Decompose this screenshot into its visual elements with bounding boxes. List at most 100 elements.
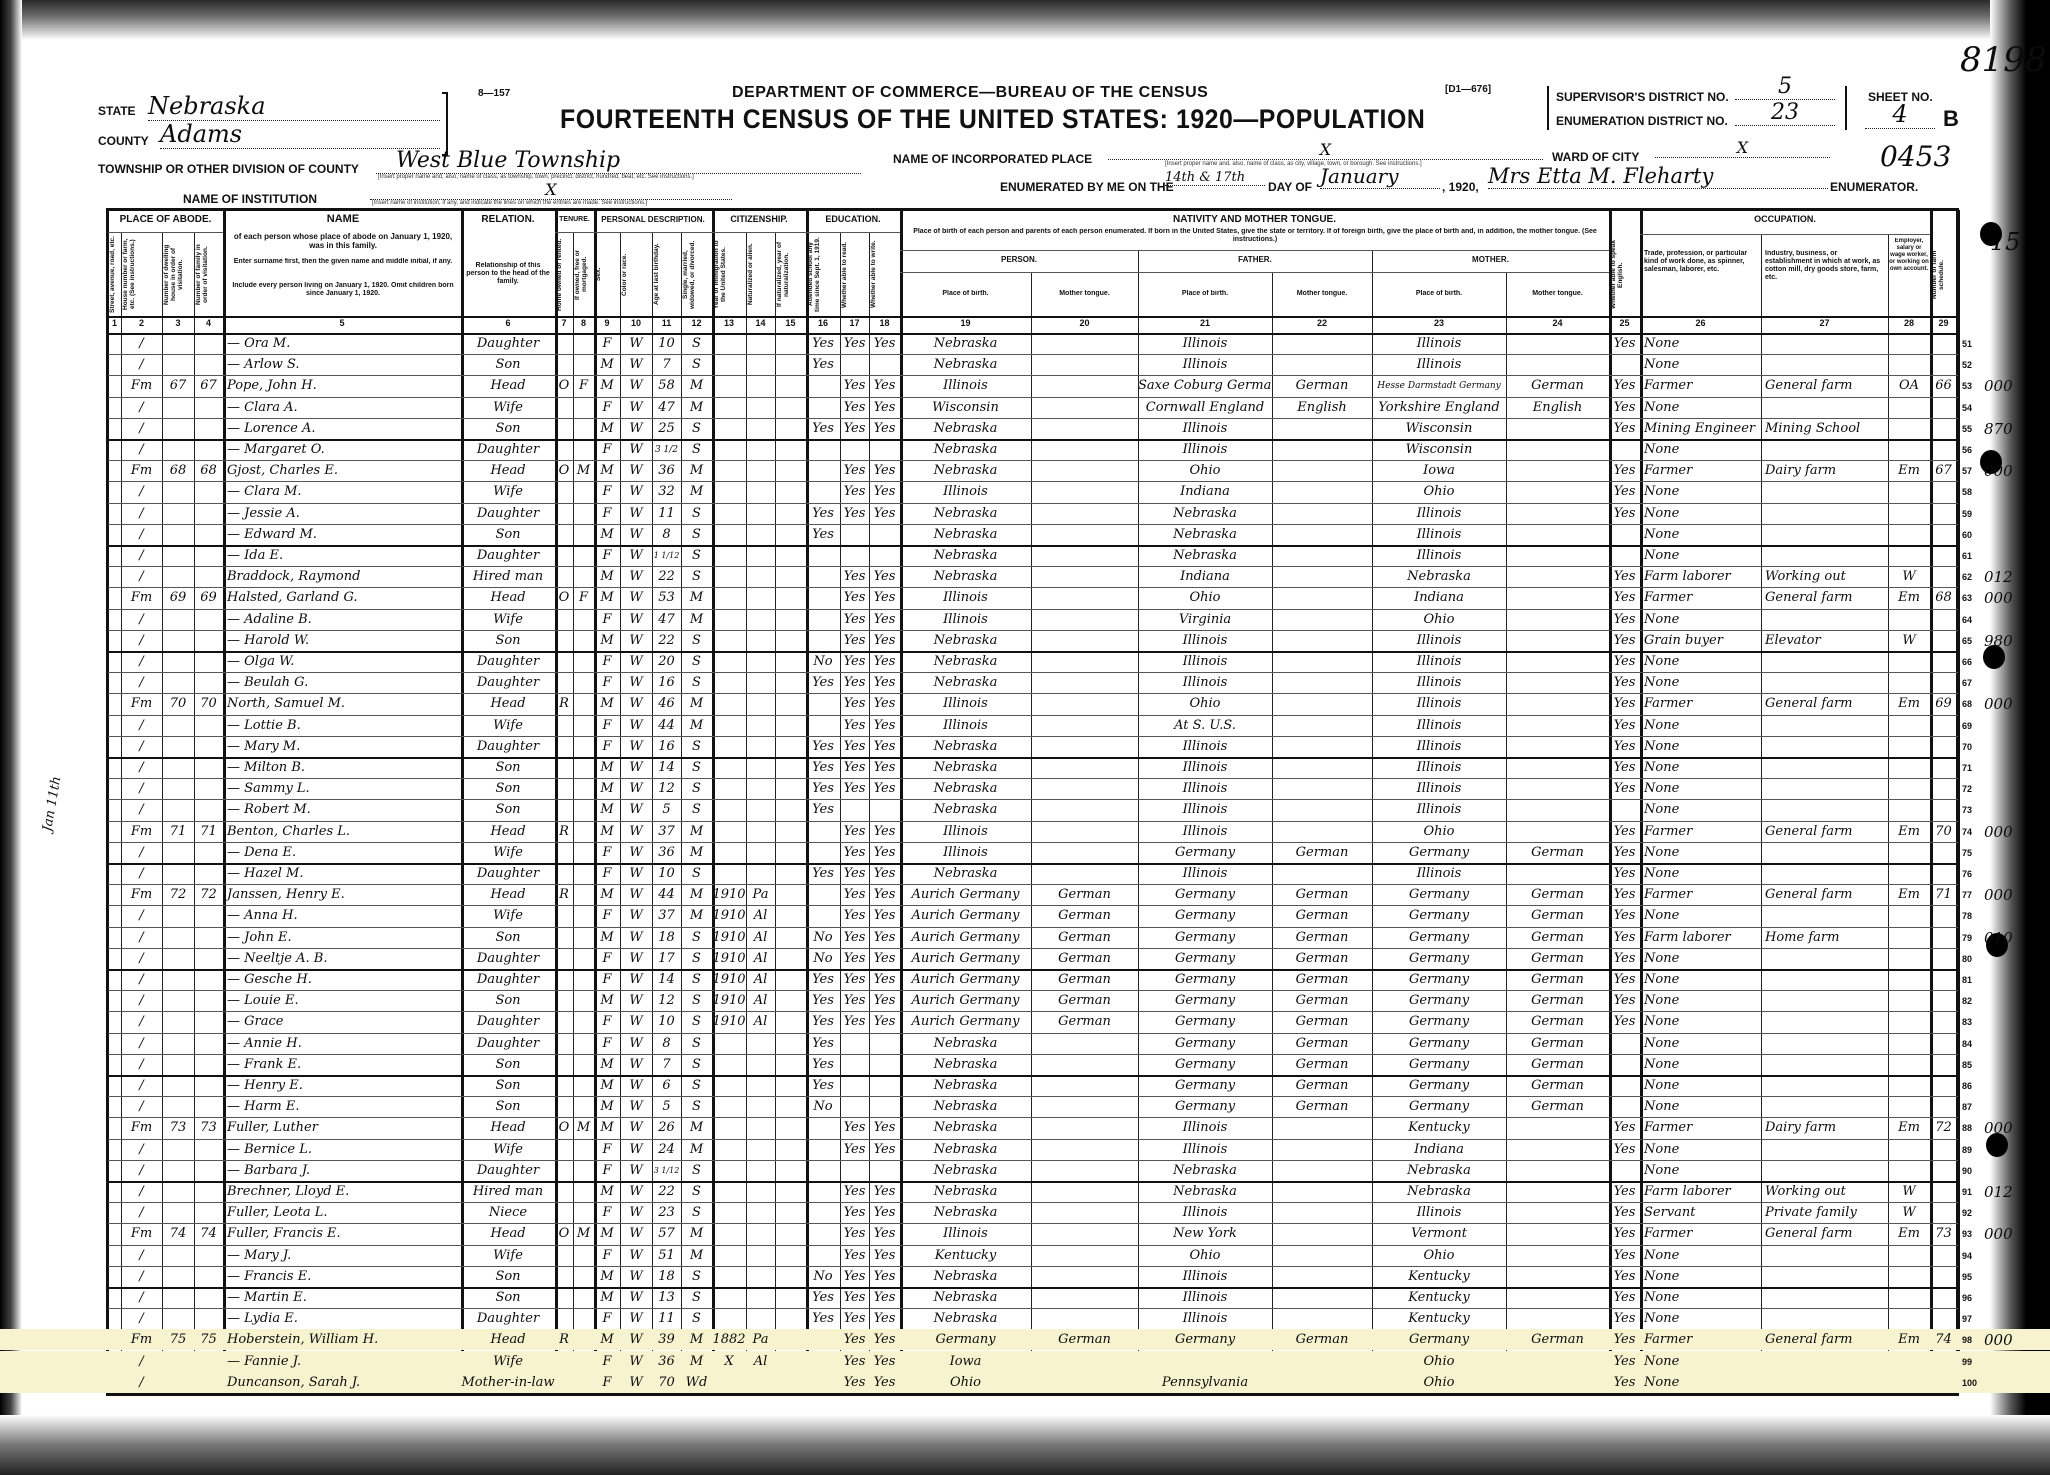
cell-marital-status: S bbox=[692, 654, 701, 669]
cell-father-tongue bbox=[1272, 1202, 1372, 1223]
cell-can-write: Yes bbox=[873, 336, 896, 351]
cell-name: — Anna H. bbox=[227, 908, 298, 924]
cell-mother-birthplace: Germany bbox=[1408, 1014, 1470, 1030]
cell-father-birthplace: Ohio bbox=[1189, 590, 1221, 606]
cell-father-birthplace: Illinois bbox=[1182, 654, 1228, 669]
cell-employment-class bbox=[1888, 609, 1930, 630]
margin-code: 000 bbox=[1984, 589, 2013, 608]
cell-name: — Neeltje A. B. bbox=[227, 950, 328, 966]
cell-naturalized bbox=[746, 1181, 775, 1202]
cell-race: W bbox=[629, 1120, 643, 1136]
column-number: 6 bbox=[505, 318, 511, 328]
cell-name: — Sammy L. bbox=[227, 781, 310, 797]
table-row: / — John E. Son M W 18 S 1910 Al No Yes Yes Aurich G… bbox=[0, 927, 2050, 948]
cell-naturalization-year bbox=[775, 1011, 806, 1032]
cell-speaks-english: Yes bbox=[1613, 1120, 1636, 1136]
cell-occupation: None bbox=[1644, 1290, 1680, 1305]
cell-mother-tongue bbox=[1031, 715, 1138, 736]
cell-mortgage bbox=[573, 418, 594, 439]
cell-age: 17 bbox=[658, 950, 675, 966]
cell-mother-tongue bbox=[1031, 1139, 1138, 1160]
cell-dwelling-number bbox=[162, 566, 194, 587]
margin-code: 000 bbox=[1984, 886, 2013, 905]
cell-can-read: Yes bbox=[843, 950, 866, 966]
cell-immigration-year: 1910 bbox=[712, 1014, 746, 1030]
cell-father-birthplace: At S. U.S. bbox=[1174, 717, 1236, 733]
cell-mortgage bbox=[573, 503, 594, 524]
cell-attended-school: Yes bbox=[812, 1311, 834, 1327]
cell-immigration-year bbox=[712, 778, 746, 799]
cell-can-read: Yes bbox=[843, 1290, 866, 1305]
cell-can-write: Yes bbox=[873, 675, 896, 691]
cell-race: W bbox=[629, 378, 643, 394]
table-row: / — Neeltje A. B. Daughter F W 17 S 1910 Al No Yes… bbox=[0, 948, 2050, 969]
cell-dwelling-number bbox=[162, 1287, 194, 1308]
cell-mother-birthplace: Illinois bbox=[1416, 675, 1462, 691]
cell-mortgage: F bbox=[578, 590, 589, 606]
column-number: 22 bbox=[1316, 318, 1327, 328]
cell-mother-tongue bbox=[1031, 1202, 1138, 1223]
cell-sex: F bbox=[602, 1311, 612, 1327]
cell-marital-status: S bbox=[692, 1035, 701, 1051]
cell-relation: Daughter bbox=[476, 675, 540, 691]
cell-mortgage bbox=[573, 863, 594, 884]
line-number: 67 bbox=[1962, 678, 1973, 689]
cell-age: 10 bbox=[658, 866, 675, 881]
cell-dwelling-number bbox=[162, 503, 194, 524]
cell-sex: F bbox=[602, 611, 612, 627]
cell-relation: Son bbox=[495, 802, 521, 818]
cell-age: 11 bbox=[658, 505, 675, 521]
cell-marital-status: S bbox=[692, 1268, 701, 1284]
column-divider bbox=[840, 232, 841, 1393]
cell-can-write: Yes bbox=[873, 632, 896, 648]
cell-mother-birthplace: Illinois bbox=[1416, 802, 1462, 818]
cell-race: W bbox=[629, 1268, 643, 1284]
cell-house-number: Fm bbox=[130, 1332, 153, 1348]
district-box bbox=[1547, 86, 1847, 130]
cell-employment-class: Em bbox=[1898, 696, 1920, 712]
cell-house-number: / bbox=[139, 972, 144, 987]
cell-farm-schedule: 69 bbox=[1935, 696, 1952, 712]
column-number: 12 bbox=[691, 318, 702, 328]
cell-immigration-year bbox=[712, 863, 746, 884]
cell-street bbox=[108, 990, 121, 1011]
cell-dwelling-number bbox=[162, 1011, 194, 1032]
cell-relation: Head bbox=[490, 378, 526, 394]
cell-dwelling-number bbox=[162, 842, 194, 863]
cell-age: 47 bbox=[658, 399, 675, 415]
cell-family-number: 74 bbox=[200, 1226, 217, 1242]
cell-dwelling-number bbox=[162, 1139, 194, 1160]
cell-attended-school bbox=[806, 1245, 840, 1266]
cell-mother-tongue-of-mother bbox=[1506, 1117, 1609, 1138]
cell-can-read: Yes bbox=[843, 1247, 866, 1263]
cell-occupation: Farm laborer bbox=[1644, 569, 1731, 585]
cell-farm-schedule bbox=[1930, 672, 1957, 693]
cell-farm-schedule: 73 bbox=[1935, 1226, 1952, 1242]
cell-naturalized bbox=[746, 375, 775, 396]
cell-attended-school: Yes bbox=[812, 357, 834, 373]
cell-family-number bbox=[194, 1351, 223, 1372]
cell-mother-tongue bbox=[1031, 821, 1138, 842]
cell-farm-schedule bbox=[1930, 333, 1957, 354]
cell-sex: F bbox=[602, 1162, 612, 1178]
cell-farm-schedule bbox=[1930, 990, 1957, 1011]
cell-immigration-year bbox=[712, 821, 746, 842]
cell-sex: F bbox=[602, 1247, 612, 1263]
cell-house-number: / bbox=[139, 1353, 144, 1369]
cell-birthplace: Nebraska bbox=[933, 654, 998, 669]
cell-mortgage bbox=[573, 1139, 594, 1160]
cell-family-number bbox=[194, 651, 223, 672]
cell-mother-tongue-of-mother bbox=[1506, 609, 1609, 630]
header-father: FATHER. bbox=[1238, 255, 1272, 264]
cell-mother-birthplace: Ohio bbox=[1423, 611, 1455, 627]
punch-hole bbox=[1986, 933, 2008, 957]
cell-farm-schedule bbox=[1930, 715, 1957, 736]
cell-mother-tongue-of-mother bbox=[1506, 1351, 1609, 1372]
cell-home-owned bbox=[555, 545, 573, 566]
line-number: 90 bbox=[1962, 1165, 1973, 1176]
header-name: NAME bbox=[326, 214, 360, 225]
state-label: STATE bbox=[98, 104, 136, 118]
cell-mother-birthplace: Illinois bbox=[1416, 760, 1462, 775]
cell-mortgage bbox=[573, 1160, 594, 1181]
cell-age: 3 1/2 bbox=[654, 445, 679, 455]
